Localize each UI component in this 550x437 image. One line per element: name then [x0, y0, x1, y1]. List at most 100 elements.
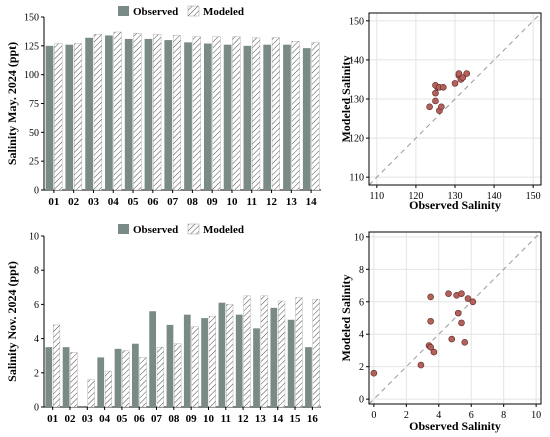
x-tick-label: 04 — [99, 413, 111, 425]
x-tick-label: 06 — [134, 413, 146, 425]
observed-bar — [105, 35, 113, 190]
observed-bar — [164, 40, 173, 190]
x-axis-title: Observed Salinity — [409, 419, 501, 433]
x-tick-label: 16 — [307, 413, 319, 425]
legend-modeled-swatch — [187, 5, 200, 17]
observed-bar — [263, 44, 272, 191]
y-tick-label: 120 — [349, 134, 364, 145]
modeled-bar — [113, 31, 122, 191]
modeled-bar — [133, 32, 142, 191]
observed-bar — [243, 45, 252, 191]
x-tick-label: 130 — [448, 191, 463, 202]
y-tick-label: 110 — [349, 173, 364, 184]
modeled-bar — [226, 304, 234, 408]
y-tick-label: 140 — [349, 55, 364, 66]
modeled-bar — [208, 316, 216, 408]
modeled-bar — [271, 37, 280, 191]
plot-frame — [368, 231, 542, 405]
y-tick-label: 25 — [29, 157, 39, 168]
modeled-bar — [54, 43, 63, 191]
data-point — [427, 343, 434, 351]
legend-modeled-swatch — [187, 223, 200, 235]
observed-bar — [184, 42, 192, 190]
data-point — [370, 369, 378, 377]
observed-bar — [253, 328, 260, 407]
x-tick-label: 8 — [501, 410, 506, 421]
data-point — [458, 319, 465, 327]
x-tick-label: 120 — [408, 191, 423, 202]
modeled-bar — [122, 350, 130, 408]
x-tick-label: 03 — [82, 413, 94, 425]
data-point — [448, 335, 456, 343]
x-tick-label: 2 — [404, 410, 409, 421]
x-tick-label: 05 — [116, 413, 128, 425]
x-tick-label: 14 — [306, 196, 318, 208]
bar-chart-2 — [41, 223, 321, 410]
x-tick-label: 01 — [48, 196, 59, 208]
y-axis-title: Modeled Salinity — [339, 55, 353, 142]
y-tick-label: 100 — [24, 70, 39, 81]
data-point — [455, 70, 463, 77]
observed-bar — [65, 44, 74, 191]
x-tick-label: 14 — [272, 413, 284, 425]
modeled-bar — [153, 34, 162, 191]
modeled-bar — [312, 299, 320, 408]
modeled-bar — [291, 41, 300, 191]
x-tick-label: 05 — [128, 196, 140, 208]
modeled-bar — [104, 370, 112, 408]
observed-bar — [85, 37, 93, 191]
one-to-one-line — [368, 12, 542, 186]
x-tick-label: 13 — [286, 196, 298, 208]
observed-bar — [144, 38, 153, 191]
observed-bar — [45, 45, 54, 191]
x-tick-label: 12 — [238, 413, 250, 425]
x-tick-label: 13 — [255, 413, 267, 425]
observed-bar — [305, 347, 312, 407]
y-tick-label: 125 — [24, 41, 39, 52]
observed-bar — [183, 314, 191, 407]
modeled-bar — [295, 297, 303, 408]
modeled-bar — [93, 34, 102, 191]
data-point — [445, 290, 452, 297]
data-point — [427, 317, 434, 325]
scatter-plot-2 — [366, 231, 542, 407]
modeled-bar — [260, 295, 268, 408]
observed-bar — [114, 348, 122, 407]
data-point — [464, 295, 472, 302]
data-point — [461, 339, 469, 346]
scatter-plot-1 — [366, 12, 542, 188]
modeled-bar — [232, 36, 241, 191]
observed-bar — [302, 48, 311, 190]
data-point — [432, 89, 439, 97]
data-point — [430, 348, 438, 356]
modeled-bar — [139, 357, 147, 408]
y-tick-label: 6 — [34, 300, 39, 311]
modeled-bar — [74, 43, 83, 191]
y-tick-label: 6 — [359, 297, 364, 308]
legend-modeled-label: Modeled — [203, 6, 244, 18]
x-tick-label: 0 — [371, 410, 376, 421]
x-tick-label: 04 — [108, 196, 120, 208]
x-tick-label: 110 — [369, 191, 384, 202]
one-to-one-line — [368, 231, 542, 405]
y-tick-label: 150 — [24, 13, 39, 24]
x-tick-label: 09 — [207, 196, 219, 208]
bar-chart-1 — [41, 5, 321, 193]
data-point — [438, 103, 445, 111]
observed-bar — [149, 311, 157, 407]
y-tick-label: 2 — [34, 368, 39, 379]
y-tick-label: 150 — [349, 16, 364, 27]
observed-bar — [223, 44, 232, 191]
legend-observed-swatch — [118, 224, 129, 234]
legend-modeled-label: Modeled — [203, 224, 244, 236]
modeled-bar — [87, 379, 95, 408]
x-tick-label: 10 — [203, 413, 215, 425]
x-tick-label: 140 — [487, 191, 502, 202]
x-tick-label: 12 — [266, 196, 278, 208]
y-tick-label: 10 — [354, 232, 364, 243]
x-tick-label: 08 — [187, 196, 199, 208]
y-tick-label: 2 — [359, 362, 364, 373]
x-tick-label: 10 — [531, 410, 541, 421]
modeled-bar — [278, 300, 286, 408]
